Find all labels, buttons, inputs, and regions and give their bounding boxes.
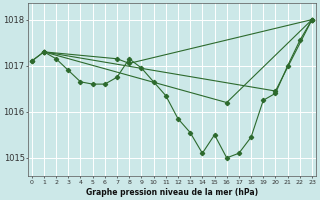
X-axis label: Graphe pression niveau de la mer (hPa): Graphe pression niveau de la mer (hPa) xyxy=(86,188,258,197)
